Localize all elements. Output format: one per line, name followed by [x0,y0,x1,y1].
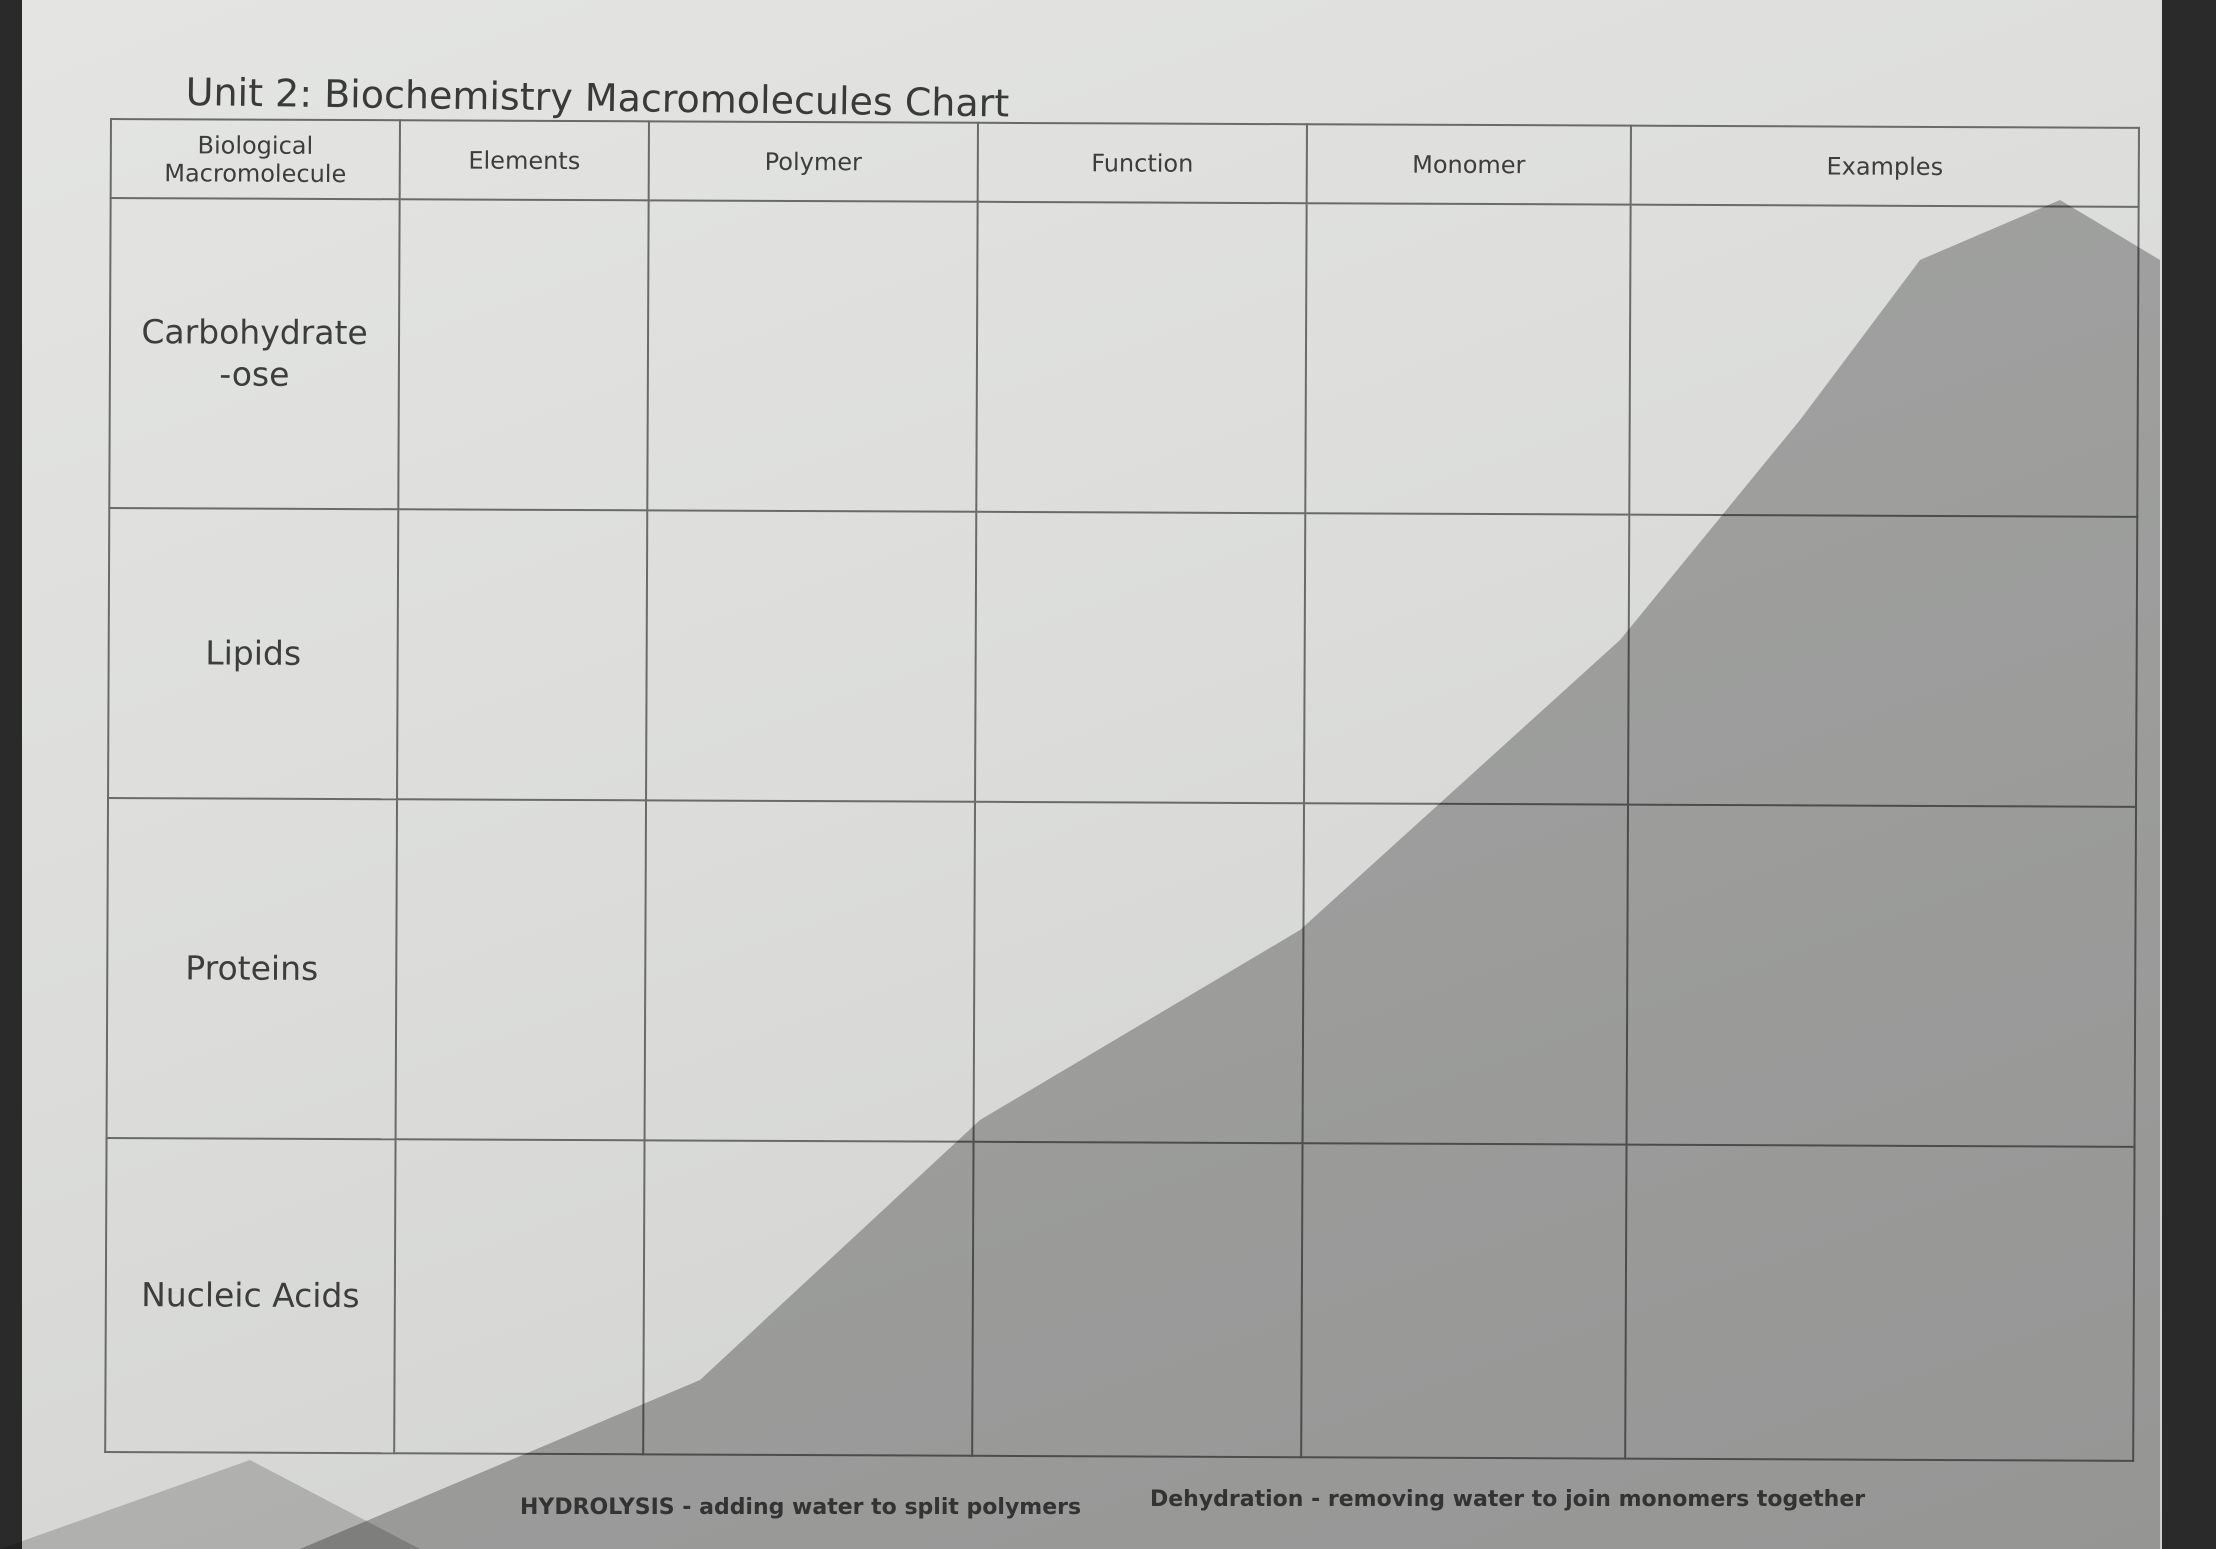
cell [1302,803,1629,1145]
row-label-nucleic-acids: Nucleic Acids [105,1137,396,1454]
row-label-proteins: Proteins [106,797,398,1140]
cell [976,201,1307,514]
cell [395,799,647,1141]
header-monomer: Monomer [1306,124,1631,205]
cell [644,800,976,1142]
table-row: Lipids [108,508,2138,807]
cell [972,1141,1303,1458]
cell [394,1139,645,1455]
cell [643,1140,974,1456]
cell [1628,514,2138,807]
header-function: Function [977,122,1307,204]
row-label-lipids: Lipids [108,508,399,800]
macromolecules-chart: Biological Macromolecule Elements Polyme… [104,118,2140,1462]
worksheet-paper [22,0,2162,1549]
cell [975,511,1306,804]
table-row: Proteins [106,797,2137,1147]
cell [1304,513,1630,805]
cell [646,510,977,802]
header-examples: Examples [1630,125,2139,207]
header-biological-macromolecule: Biological Macromolecule [110,119,400,200]
row-label: Carbohydrate [141,312,368,353]
cell [1301,1143,1627,1459]
cell [973,801,1305,1144]
dehydration-note: Dehydration - removing water to join mon… [1150,1487,1866,1512]
cell [397,509,648,801]
table-row: Carbohydrate -ose [109,198,2139,517]
hydrolysis-note: HYDROLYSIS - adding water to split polym… [520,1495,1082,1520]
header-elements: Elements [399,120,649,201]
cell [1629,204,2139,517]
cell [1625,1144,2135,1461]
table-row: Nucleic Acids [105,1137,2135,1461]
cell [1305,203,1631,515]
header-polymer: Polymer [648,121,978,202]
row-label-carbohydrate: Carbohydrate -ose [109,198,400,510]
cell [1626,804,2137,1147]
cell [647,200,978,512]
row-sublabel: -ose [219,354,290,394]
header-row: Biological Macromolecule Elements Polyme… [110,119,2139,207]
cell [398,199,649,511]
